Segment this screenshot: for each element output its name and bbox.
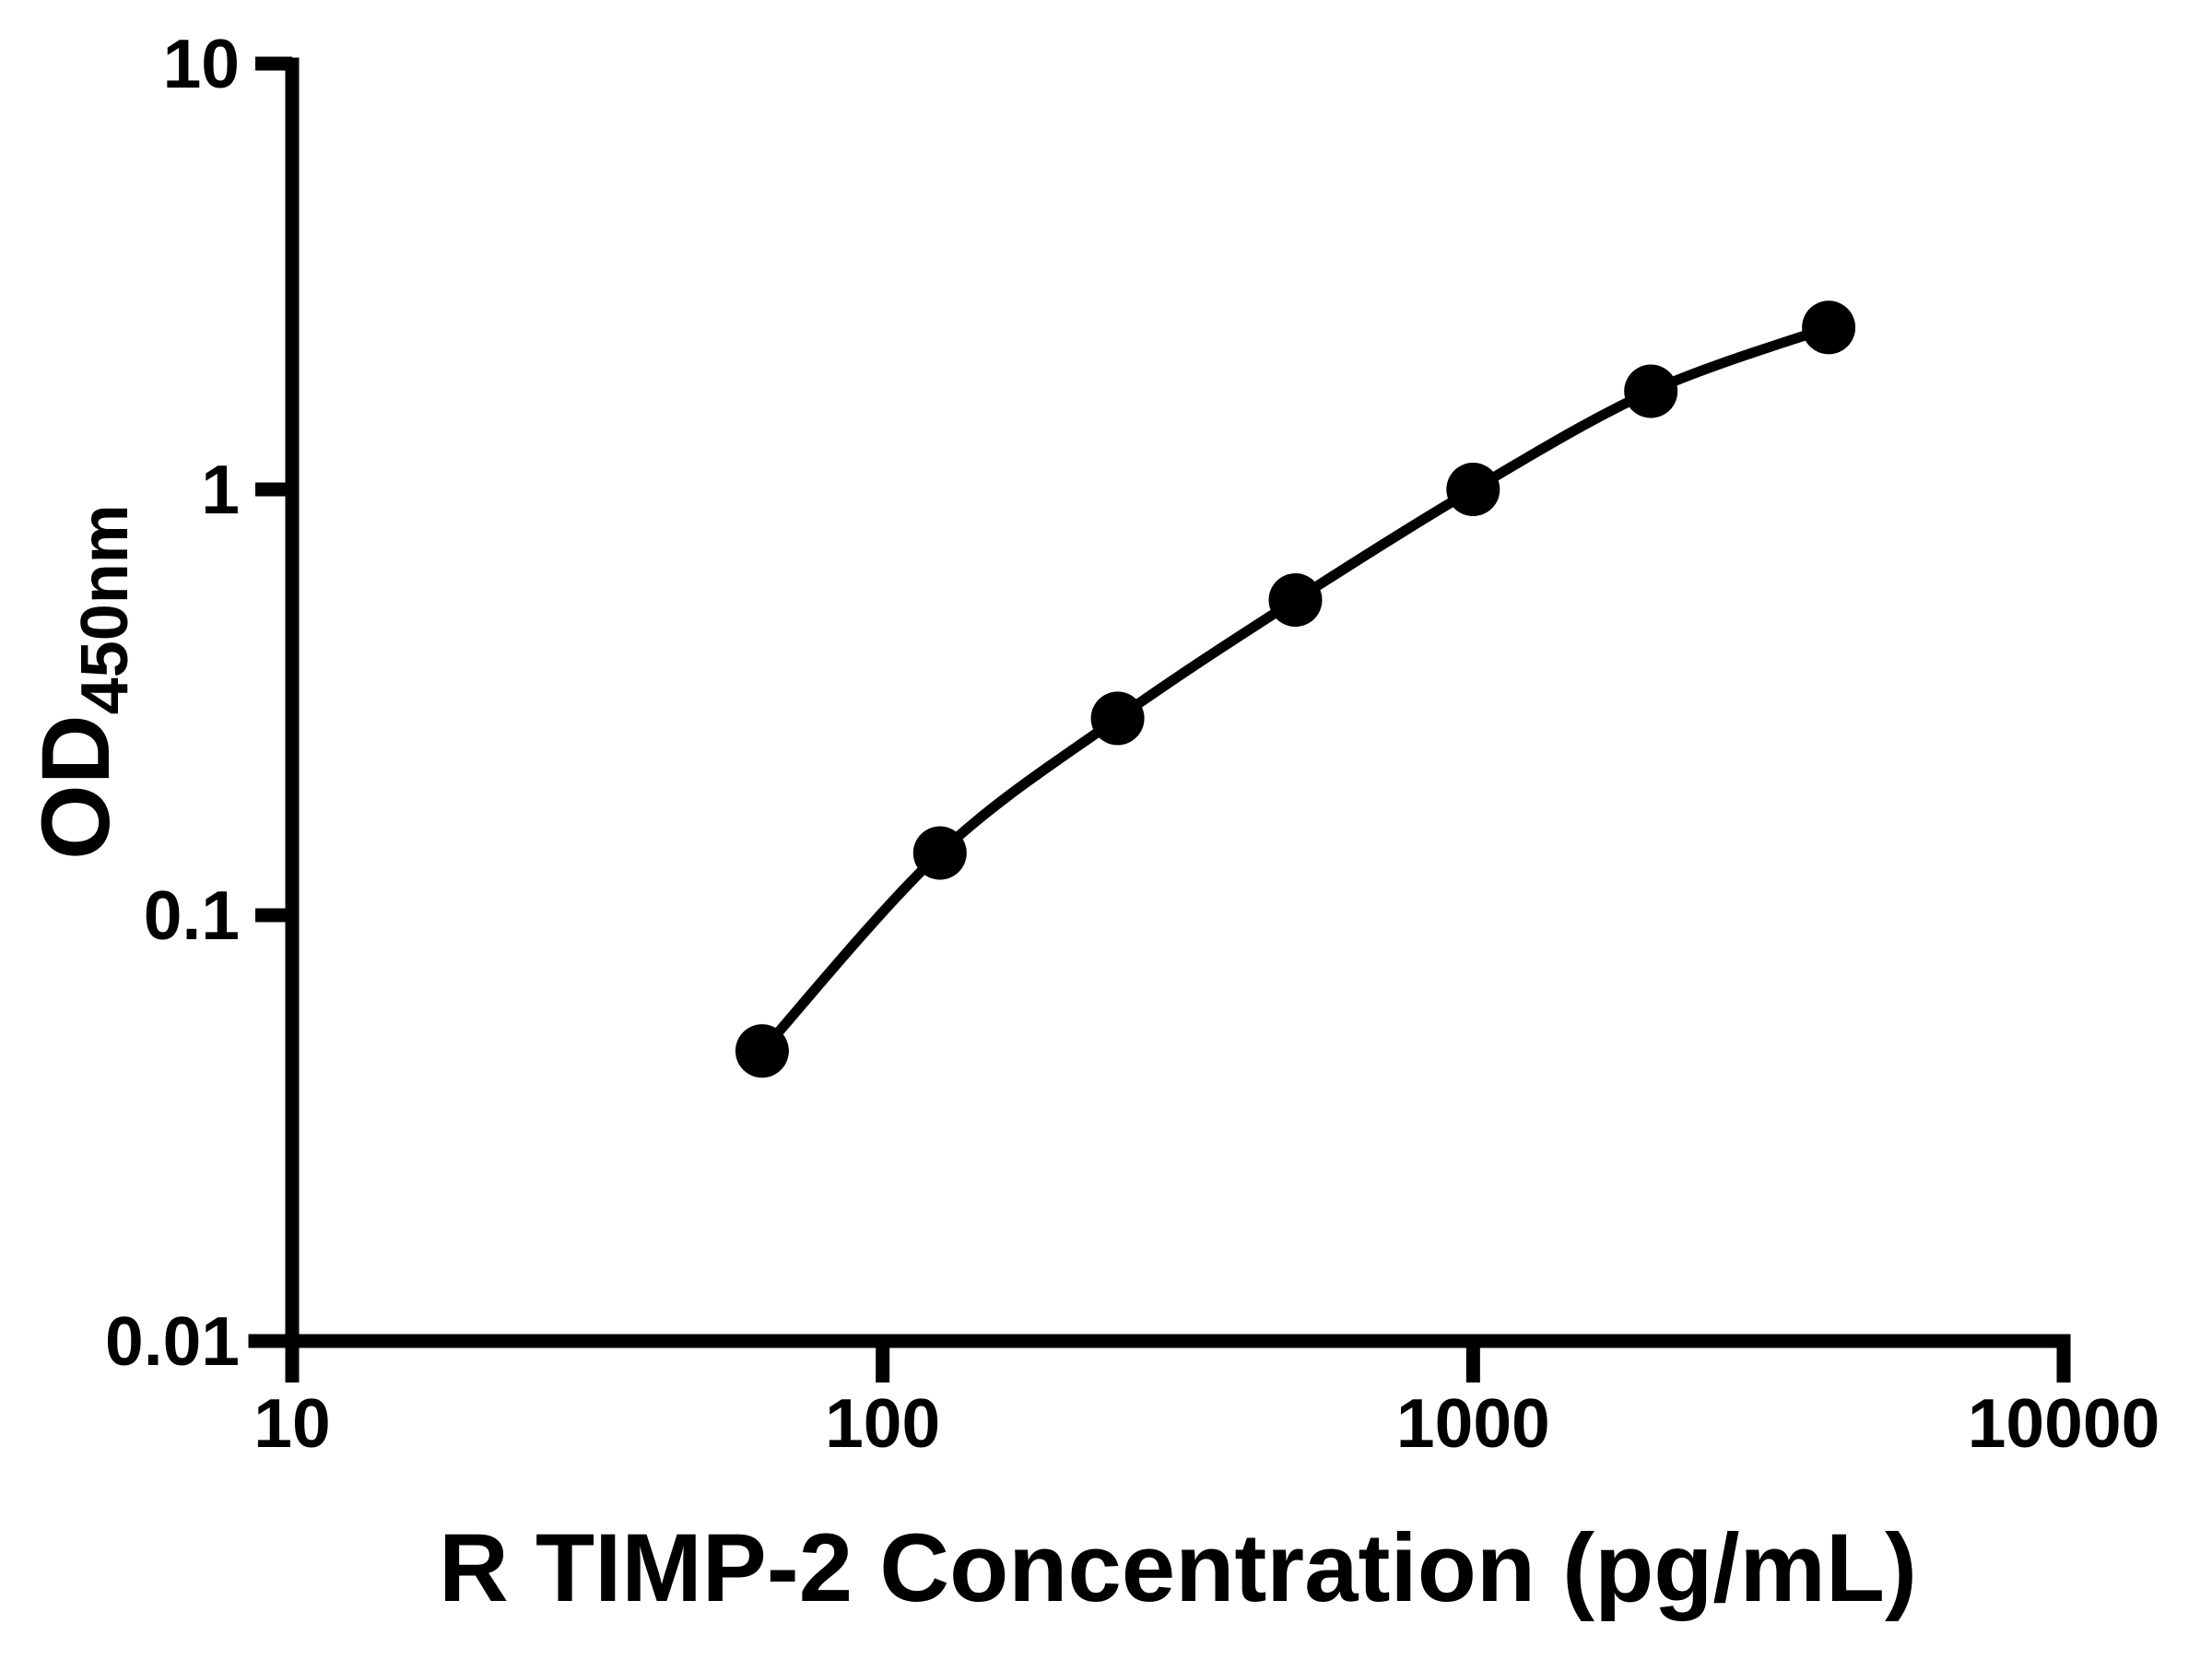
- data-point: [1446, 463, 1500, 516]
- data-point: [735, 1024, 789, 1078]
- data-point: [1268, 573, 1323, 627]
- data-point: [912, 826, 967, 880]
- x-axis-ticks: [285, 1341, 2071, 1382]
- x-tick-label: 10: [253, 1384, 330, 1462]
- x-tick-label: 1000: [1396, 1384, 1550, 1462]
- y-tick-label: 10: [163, 25, 240, 102]
- standard-curve-line: [757, 322, 1834, 1056]
- standard-curve-series: [735, 300, 1856, 1078]
- x-tick-label: 10000: [1968, 1384, 2160, 1462]
- x-axis-title: R TIMP-2 Concentration (pg/mL): [439, 1514, 1917, 1622]
- axes: [248, 56, 2071, 1382]
- x-tick-label: 100: [825, 1384, 940, 1462]
- data-point: [1624, 364, 1678, 418]
- x-axis-tick-labels: 10 100 1000 10000: [253, 1384, 2159, 1462]
- y-axis-title-subscript: 450nm: [68, 504, 142, 714]
- data-point: [1802, 300, 1856, 355]
- y-axis-tick-labels: 10 1 0.1 0.01: [105, 25, 240, 1380]
- y-tick-label: 1: [201, 451, 240, 528]
- data-point-markers: [735, 300, 1856, 1078]
- y-axis-title-main: OD: [22, 714, 130, 860]
- y-tick-label: 0.1: [144, 877, 240, 954]
- data-point: [1090, 691, 1145, 746]
- y-axis-title: OD450nm: [22, 504, 142, 860]
- y-tick-label: 0.01: [105, 1302, 240, 1380]
